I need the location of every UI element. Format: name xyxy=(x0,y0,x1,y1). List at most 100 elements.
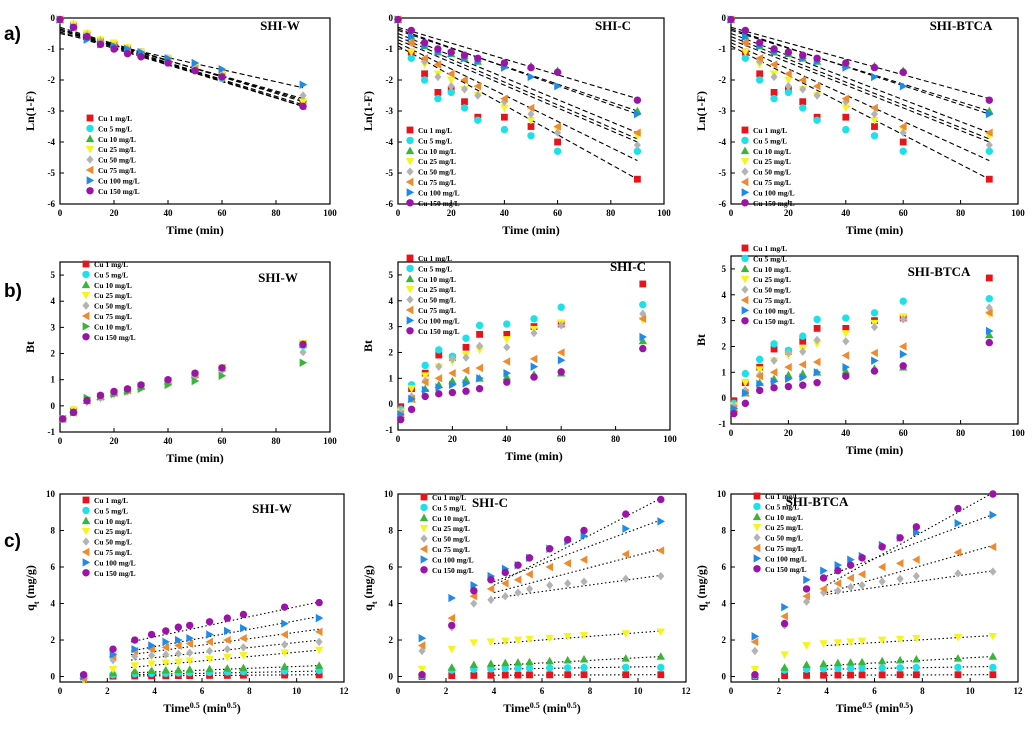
y-tick-label: 3 xyxy=(51,322,56,332)
data-point xyxy=(162,637,170,647)
legend-marker xyxy=(81,527,91,536)
panel-c-btca: 0 2 4 6 8 10 12 0 2 4 6 8 10 Time0.5 (min0.5) qt (mg/g… xyxy=(694,489,1023,715)
legend-label: Cu 1 mg/L xyxy=(94,260,128,269)
data-point xyxy=(912,671,920,679)
series-cu-75-mgl xyxy=(750,542,997,647)
data-point xyxy=(912,555,920,564)
data-point xyxy=(69,408,78,417)
data-point xyxy=(784,348,792,358)
x-tick-label: 100 xyxy=(1011,208,1025,218)
legend-marker xyxy=(740,275,750,284)
data-point xyxy=(784,48,793,56)
legend-marker xyxy=(741,136,749,145)
data-point xyxy=(842,324,850,332)
legend-label: Cu 5 mg/L xyxy=(98,124,132,133)
data-point xyxy=(799,381,807,389)
x-tick-label: 0 xyxy=(396,686,401,696)
data-point xyxy=(545,562,554,572)
data-point xyxy=(314,661,324,669)
legend-marker xyxy=(405,305,414,315)
data-point xyxy=(563,535,572,544)
legend-label: Cu 50 mg/L xyxy=(94,302,132,311)
legend-label: Cu 1 mg/L xyxy=(98,114,132,123)
data-point xyxy=(191,58,200,68)
fit-line xyxy=(397,29,638,112)
data-point xyxy=(870,109,879,119)
data-point xyxy=(474,116,482,125)
data-point xyxy=(487,595,495,605)
legend-label: Cu 10 mg/L xyxy=(432,514,470,523)
legend-marker xyxy=(82,322,91,331)
legend-label: Cu 75 mg/L xyxy=(94,312,132,321)
x-tick-label: 40 xyxy=(841,208,851,218)
legend-label: Cu 75 mg/L xyxy=(98,166,136,175)
data-point xyxy=(421,377,429,387)
data-point xyxy=(447,613,456,623)
data-point xyxy=(841,94,850,103)
data-point xyxy=(501,658,510,667)
data-point xyxy=(755,366,764,374)
y-axis-label: Bt xyxy=(23,341,37,353)
data-point xyxy=(501,592,509,601)
data-point xyxy=(218,73,226,81)
data-point xyxy=(634,109,642,119)
data-point xyxy=(833,639,843,647)
data-point xyxy=(147,630,156,639)
data-point xyxy=(799,85,807,94)
data-point xyxy=(434,94,442,103)
data-point xyxy=(858,554,866,562)
legend-label: Cu 100 mg/L xyxy=(753,188,795,197)
data-point xyxy=(527,123,535,130)
data-point xyxy=(580,526,588,535)
data-point xyxy=(784,382,793,391)
data-point xyxy=(421,70,428,78)
x-tick-label: 100 xyxy=(323,208,337,218)
data-point xyxy=(857,657,867,666)
panel-title: SHI-W xyxy=(260,18,300,33)
data-point xyxy=(462,379,471,388)
legend-marker xyxy=(405,274,415,283)
plot-frame xyxy=(59,261,331,433)
legend-marker xyxy=(740,264,750,273)
data-point xyxy=(476,341,484,351)
data-point xyxy=(988,633,998,641)
y-tick-label: 4 xyxy=(389,296,394,306)
legend-marker xyxy=(405,157,415,166)
data-point xyxy=(819,588,828,597)
data-point xyxy=(899,68,907,76)
data-point xyxy=(525,554,534,562)
y-tick-label: -2 xyxy=(719,75,727,85)
data-point xyxy=(842,59,850,67)
legend-marker xyxy=(741,188,750,197)
series-cu-25-mgl xyxy=(417,628,665,674)
data-point xyxy=(191,369,199,377)
data-point xyxy=(205,637,213,647)
legend: Cu 1 mg/LCu 5 mg/LCu 10 mg/LCu 25 mg/LCu… xyxy=(81,260,136,342)
data-point xyxy=(871,356,879,365)
legend-marker xyxy=(82,506,90,515)
data-point xyxy=(186,633,194,643)
data-point xyxy=(784,88,793,97)
data-point xyxy=(756,70,764,78)
data-point xyxy=(799,104,807,112)
legend-label: Cu 25 mg/L xyxy=(94,527,132,536)
data-point xyxy=(131,636,139,644)
legend-marker xyxy=(741,199,749,207)
y-tick-label: -1 xyxy=(48,44,56,54)
data-point xyxy=(730,409,738,418)
legend: Cu 1 mg/LCu 5 mg/LCu 10 mg/LCu 25 mg/LCu… xyxy=(85,114,140,196)
x-tick-label: 100 xyxy=(657,208,671,218)
data-point xyxy=(820,566,828,575)
legend-label: Cu 50 mg/L xyxy=(98,156,136,165)
legend-marker xyxy=(420,534,428,543)
data-point xyxy=(988,542,997,552)
x-tick-label: 60 xyxy=(899,208,909,218)
legend-marker xyxy=(82,537,90,546)
data-point xyxy=(985,338,993,347)
data-point xyxy=(470,599,478,608)
y-axis-label: Ln(1-F) xyxy=(23,91,37,131)
legend-label: Cu 150 mg/L xyxy=(765,565,807,574)
x-tick-label: 80 xyxy=(956,428,966,438)
legend-label: Cu 25 mg/L xyxy=(765,523,803,532)
